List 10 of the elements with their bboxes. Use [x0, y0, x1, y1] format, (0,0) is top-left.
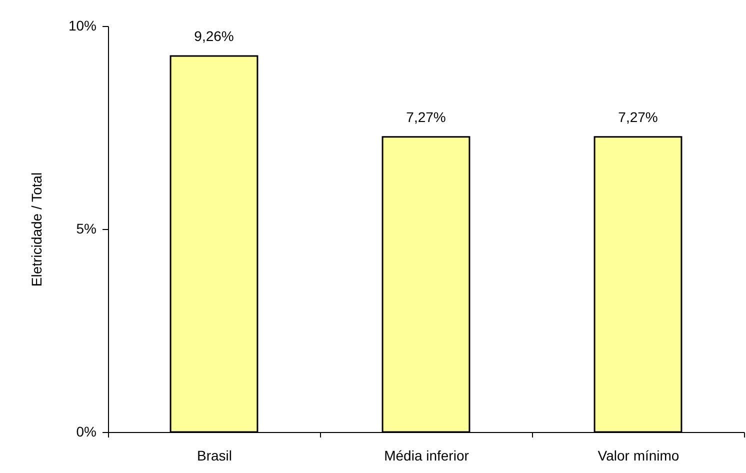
y-tick-label: 5% [76, 220, 96, 236]
x-tick-label: Valor mínimo [598, 448, 680, 464]
y-tick-label: 10% [68, 18, 96, 34]
x-tick-label: Média inferior [384, 448, 470, 464]
y-tick-label: 0% [76, 424, 96, 440]
x-tick-label: Brasil [196, 448, 232, 464]
y-axis-title: Eletricidade / Total [28, 172, 44, 287]
data-label: 7,27% [406, 108, 446, 125]
data-label: 9,26% [194, 28, 234, 44]
data-label: 7,27% [618, 108, 658, 125]
